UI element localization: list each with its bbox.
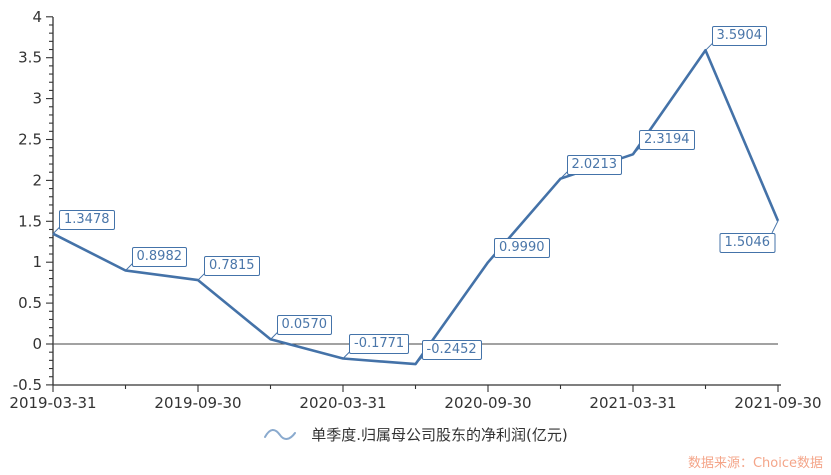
label-callout [342, 351, 351, 359]
label-callout [771, 220, 779, 234]
label-callout [632, 146, 641, 155]
x-tick-label: 2019-03-31 [9, 394, 96, 412]
data-point-label: -0.1771 [349, 334, 410, 355]
data-point-label: 0.0570 [276, 315, 332, 336]
label-callout [125, 263, 133, 271]
y-tick-label: 0 [32, 335, 42, 353]
y-tick-label: 4 [32, 8, 42, 26]
label-callout [52, 226, 61, 235]
data-point-label: 0.9990 [494, 238, 550, 259]
label-callout [487, 254, 496, 263]
y-tick-label: 1.5 [18, 212, 42, 230]
data-point-label: 0.7815 [204, 256, 260, 277]
data-point-label: -0.2452 [421, 340, 482, 361]
y-tick-label: 2 [32, 171, 42, 189]
x-tick-label: 2019-09-30 [154, 394, 241, 412]
label-callout [197, 272, 206, 281]
data-point-label: 3.5904 [711, 26, 767, 47]
legend-label: 单季度.归属母公司股东的净利润(亿元) [311, 426, 568, 444]
label-callout [705, 42, 713, 51]
data-point-label: 1.3478 [59, 209, 115, 230]
y-tick-label: 0.5 [18, 294, 42, 312]
x-tick-label: 2020-03-31 [299, 394, 386, 412]
y-tick-label: 1 [32, 253, 42, 271]
data-point-label: 2.3194 [639, 130, 695, 151]
x-tick-label: 2021-03-31 [589, 394, 676, 412]
data-point-label: 2.0213 [566, 154, 622, 175]
x-tick-label: 2020-09-30 [444, 394, 531, 412]
data-line [52, 48, 780, 366]
wave-line-icon [264, 428, 297, 440]
data-point-label: 0.8982 [131, 246, 187, 267]
y-tick-label: 3.5 [18, 49, 42, 67]
x-tick-label: 2021-09-30 [734, 394, 821, 412]
label-callout [270, 331, 278, 340]
y-tick-label: 2.5 [18, 131, 42, 149]
data-source-note: 数据来源：Choice数据 [687, 456, 823, 471]
data-point-label: 1.5046 [719, 232, 775, 253]
y-tick-label: 3 [32, 90, 42, 108]
label-callout [415, 356, 423, 365]
legend: 单季度.归属母公司股东的净利润(亿元) [0, 424, 831, 445]
label-callout [560, 171, 568, 180]
y-tick-label: -0.5 [13, 376, 42, 394]
